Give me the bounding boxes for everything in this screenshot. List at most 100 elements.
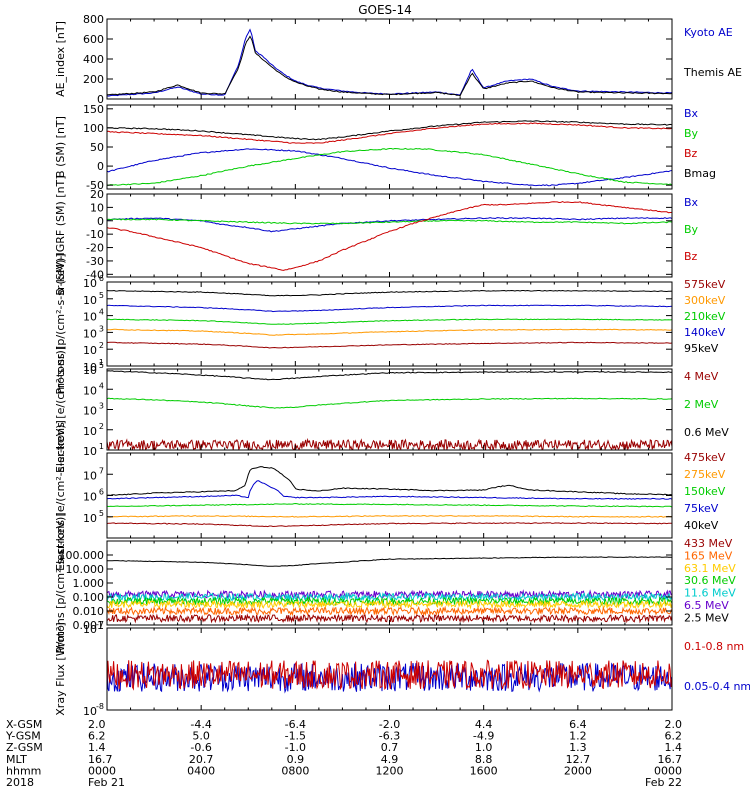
- y-axis-label: Electrons [e/(cm²-s-sr)]: [54, 346, 67, 473]
- y-tick-exponent: 5: [99, 291, 104, 300]
- footer-cell: 2.0: [88, 718, 106, 731]
- panel-bsm: 150 100 50 0 -50 B (SM) [nT] Bx By Bz Bmag: [54, 103, 716, 192]
- series-line-bmag: [107, 120, 672, 141]
- legend-label: 30.6 MeV: [684, 574, 736, 587]
- y-tick-label: 10: [83, 384, 97, 397]
- legend-label: Bx: [684, 107, 699, 120]
- series-group: [107, 466, 672, 528]
- footer-cell: 0.9: [287, 753, 305, 766]
- y-tick-label: 10: [83, 311, 97, 324]
- series-group: [107, 28, 672, 97]
- y-tick-exponent: 3: [99, 402, 104, 411]
- footer-row-label: hhmm: [6, 764, 41, 777]
- footer-cell: 8.8: [475, 753, 493, 766]
- legend-label: 0.1-0.8 nm: [684, 640, 744, 653]
- legend-label: 95keV: [684, 342, 719, 355]
- y-tick-label: 10: [83, 623, 97, 636]
- y-tick-exponent: 3: [99, 324, 104, 333]
- footer-row-label: 2018: [6, 776, 34, 789]
- legend-label: 140keV: [684, 326, 726, 339]
- y-tick-label: 10: [83, 445, 97, 458]
- footer-cell: -1.5: [285, 730, 306, 743]
- panel-frame: [106, 18, 673, 100]
- panel-frame: [106, 368, 673, 451]
- footer-cell: -2.0: [379, 718, 400, 731]
- legend-label: Bz: [684, 250, 698, 263]
- footer-cell: 2000: [564, 764, 592, 777]
- footer-cell: 1.4: [665, 741, 683, 754]
- y-tick-label: -50: [86, 179, 104, 192]
- panel-ae: 800 600 400 200 0 AE_index [nT] Kyoto AE Themis…: [54, 13, 742, 106]
- footer-cell: -0.6: [190, 741, 211, 754]
- series-line-bz: [107, 201, 672, 271]
- series-line-95kev: [107, 289, 672, 297]
- y-tick-exponent: -7: [96, 620, 104, 629]
- y-tick-exponent: 7: [99, 466, 104, 475]
- panel-frame: [106, 540, 673, 626]
- series-line-by: [107, 147, 672, 186]
- y-tick-label: 10: [83, 425, 97, 438]
- legend-label: 210keV: [684, 310, 726, 323]
- series-line-475kev: [107, 522, 672, 528]
- y-tick-label: 10: [83, 512, 97, 525]
- y-tick-label: 10: [83, 361, 97, 374]
- series-group: [107, 201, 672, 271]
- footer-cell: -4.4: [190, 718, 211, 731]
- y-tick-label: 100.000: [59, 549, 105, 562]
- y-tick-exponent: 2: [99, 341, 104, 350]
- panel-frame: [106, 281, 673, 367]
- y-axis-label: Xray Flux [W/m²]: [54, 622, 67, 715]
- legend-label: 4 MeV: [684, 370, 719, 383]
- series-line-themis-ae: [107, 35, 672, 97]
- y-tick-exponent: 4: [99, 308, 104, 317]
- legend-label: 0.05-0.4 nm: [684, 680, 750, 693]
- y-tick-label: -40: [86, 268, 104, 281]
- footer-cell: 0.7: [381, 741, 399, 754]
- series-line-kyoto-ae: [107, 28, 672, 97]
- legend-label: 40keV: [684, 519, 719, 532]
- panel-frame: [106, 193, 673, 278]
- footer-cell: 1.0: [475, 741, 493, 754]
- y-tick-label: 400: [83, 53, 104, 66]
- footer-row-label: Y-GSM: [5, 730, 41, 743]
- y-tick-label: -10: [86, 228, 104, 241]
- footer-cell: 4.9: [381, 753, 399, 766]
- series-line-575kev: [107, 341, 672, 349]
- y-tick-label: 20: [90, 188, 104, 201]
- footer-cell: 4.4: [475, 718, 493, 731]
- panel-frame: [106, 452, 673, 539]
- y-tick-label: 10: [83, 327, 97, 340]
- y-tick-label: 800: [83, 13, 104, 26]
- legend-label: By: [684, 127, 699, 140]
- series-line-2-5-mev: [107, 556, 672, 567]
- y-tick-exponent: 5: [99, 509, 104, 518]
- footer-row-label: MLT: [6, 753, 27, 766]
- y-tick-label: 0: [97, 215, 104, 228]
- y-axis-label: AE_index [nT]: [54, 21, 67, 97]
- legend-label: 63.1 MeV: [684, 562, 736, 575]
- y-tick-exponent: 1: [99, 442, 104, 451]
- legend-label: 165 MeV: [684, 549, 733, 562]
- legend-label: Bx: [684, 196, 699, 209]
- footer-cell: 0000: [654, 764, 682, 777]
- series-line-165-mev: [107, 605, 672, 617]
- y-tick-exponent: 6: [99, 274, 104, 283]
- footer-cell: 16.7: [658, 753, 683, 766]
- footer-cell: 1200: [376, 764, 404, 777]
- y-tick-label: 0: [97, 93, 104, 106]
- legend-label: 2 MeV: [684, 398, 719, 411]
- ephemeris-footer: X-GSM 2.0 -4.4 -6.4 -2.0 4.4 6.4 2.0 Y-GSM 6.2 5.0…: [5, 718, 682, 789]
- footer-cell: 6.2: [665, 730, 683, 743]
- footer-cell: -1.0: [285, 741, 306, 754]
- series-group: [107, 120, 672, 187]
- y-tick-label: -20: [86, 242, 104, 255]
- series-group: [107, 556, 672, 624]
- y-tick-label: 0: [97, 160, 104, 173]
- footer-cell: Feb 21: [88, 776, 125, 789]
- legend-label: By: [684, 223, 699, 236]
- y-tick-label: 0.010: [73, 605, 105, 618]
